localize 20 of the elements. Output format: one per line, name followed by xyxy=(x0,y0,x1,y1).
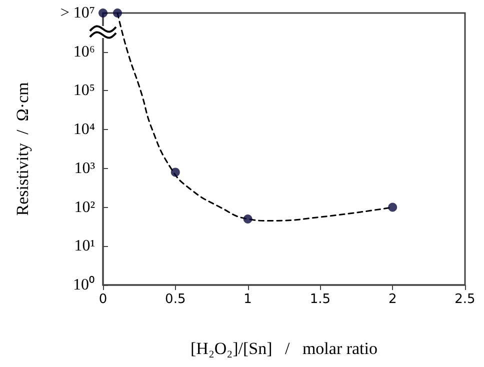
x-tick-label: 0.5 xyxy=(165,292,186,307)
y-tick-label: 10⁶ xyxy=(73,43,95,60)
point xyxy=(243,214,252,224)
y-tick-label: 10⁴ xyxy=(73,121,96,138)
y-tick-label: 10⁰ xyxy=(73,276,95,294)
y-tick-label: 10⁵ xyxy=(73,82,95,100)
x-tick-label: 1 xyxy=(244,292,252,307)
point xyxy=(112,8,122,18)
x-axis-title: [H₂O₂]/[Sn] / molar ratio xyxy=(190,339,378,358)
y-tick-label: 10¹ xyxy=(74,238,96,255)
y-tick-label: 10² xyxy=(74,198,96,216)
y-tick-label: > 10⁷ xyxy=(60,4,95,22)
y-tick-label: 10³ xyxy=(74,160,96,177)
point xyxy=(170,168,180,177)
x-tick-label: 1.5 xyxy=(310,292,331,307)
x-tick-label: 2 xyxy=(388,292,397,307)
x-tick-label: 0 xyxy=(98,292,108,307)
y-axis-title: Resistivity / Ω·cm xyxy=(13,82,32,216)
x-tick-label: 2.5 xyxy=(454,292,476,307)
point xyxy=(388,202,398,212)
